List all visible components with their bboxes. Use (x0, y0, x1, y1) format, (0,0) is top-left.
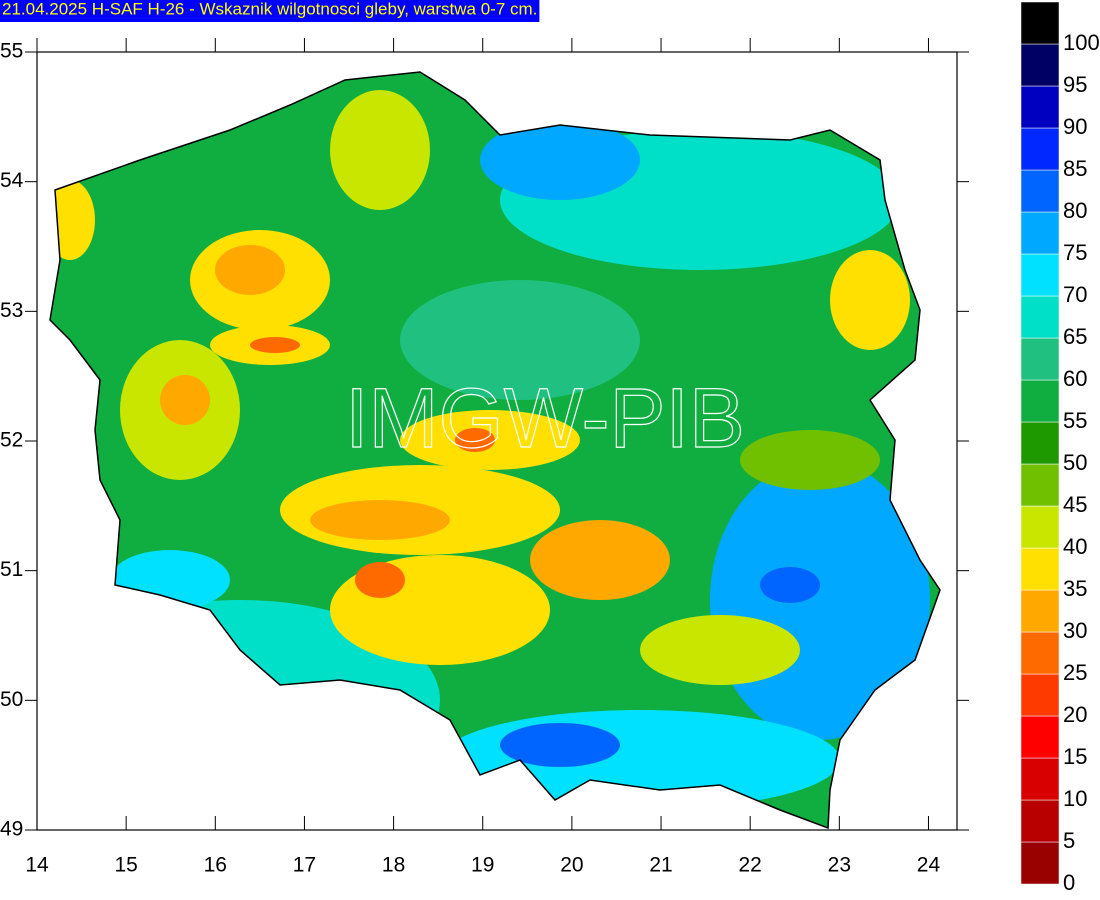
legend-label: 90 (1063, 114, 1087, 139)
legend-label: 5 (1063, 828, 1075, 853)
x-tick-label: 22 (738, 854, 761, 877)
legend-swatch (1020, 253, 1060, 297)
legend-swatch (1020, 631, 1060, 675)
legend-swatch (1020, 421, 1060, 465)
legend-label: 30 (1063, 618, 1087, 643)
x-tick-label: 21 (649, 854, 672, 877)
x-tick-label: 17 (293, 854, 316, 877)
legend-label: 100 (1063, 30, 1100, 55)
x-tick-label: 20 (560, 854, 583, 877)
legend-swatch (1020, 715, 1060, 759)
legend-label: 40 (1063, 534, 1087, 559)
legend-swatch (1020, 757, 1060, 801)
legend-swatch (1020, 379, 1060, 423)
y-tick-label: 54 (0, 169, 24, 192)
legend-label: 60 (1063, 366, 1087, 391)
legend-swatch (1020, 211, 1060, 255)
legend-label: 15 (1063, 744, 1087, 769)
legend-label: 80 (1063, 198, 1087, 223)
x-tick-label: 16 (204, 854, 227, 877)
y-tick-label: 50 (0, 688, 23, 711)
legend-swatch (1020, 127, 1060, 171)
legend-swatch (1020, 547, 1060, 591)
legend-label: 95 (1063, 72, 1087, 97)
legend-label: 45 (1063, 492, 1087, 517)
map-title: 21.04.2025 H-SAF H-26 - Wskaznik wilgotn… (2, 0, 537, 18)
legend-swatch (1020, 505, 1060, 549)
x-tick-label: 14 (25, 854, 49, 877)
legend-label: 0 (1063, 870, 1075, 895)
y-tick-label: 49 (0, 818, 23, 841)
legend-swatch (1020, 463, 1060, 507)
legend-label: 35 (1063, 576, 1087, 601)
x-tick-label: 23 (828, 854, 851, 877)
legend-label: 75 (1063, 240, 1087, 265)
legend-swatch (1020, 1, 1060, 45)
y-tick-label: 52 (0, 429, 23, 452)
legend-label: 70 (1063, 282, 1087, 307)
watermark: IMGW-PIB (345, 371, 745, 465)
x-tick-label: 15 (114, 854, 137, 877)
legend-swatch (1020, 43, 1060, 87)
legend-label: 85 (1063, 156, 1087, 181)
legend-label: 50 (1063, 450, 1087, 475)
legend-label: 10 (1063, 786, 1087, 811)
legend-swatch (1020, 295, 1060, 339)
legend-swatch (1020, 841, 1060, 885)
legend-swatch (1020, 85, 1060, 129)
legend-swatch (1020, 337, 1060, 381)
legend-label: 55 (1063, 408, 1087, 433)
y-tick-label: 53 (0, 299, 23, 322)
legend-swatch (1020, 799, 1060, 843)
legend-swatch (1020, 673, 1060, 717)
legend-label: 65 (1063, 324, 1087, 349)
legend-label: 25 (1063, 660, 1087, 685)
country-border (49, 71, 941, 830)
x-tick-label: 19 (471, 854, 494, 877)
y-tick-label: 51 (0, 558, 23, 581)
x-tick-label: 18 (382, 854, 405, 877)
title-background (0, 0, 540, 22)
legend-label: 20 (1063, 702, 1087, 727)
y-tick-label: 55 (0, 40, 23, 63)
legend-swatch (1020, 589, 1060, 633)
x-tick-label: 24 (917, 854, 941, 877)
legend-swatch (1020, 169, 1060, 213)
